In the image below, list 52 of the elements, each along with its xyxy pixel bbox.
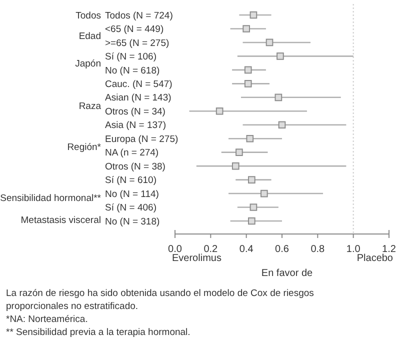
x-tick-label: 0.8 — [310, 244, 326, 255]
text: La razón de riesgo ha sido obtenida usando el modelo de Cox de riesgos proporcionales no estratificado. — [6, 288, 314, 312]
point — [250, 204, 258, 211]
x-tick-label: 0.4 — [239, 244, 254, 255]
point — [236, 148, 243, 156]
x-axis-title: En favor de — [261, 268, 314, 279]
y-tick-label: Cauc. (N = 547) — [105, 78, 172, 90]
x-tick-label: 0.0 — [168, 244, 182, 255]
y-tick-label: No (N = 618) — [105, 65, 160, 76]
text: Edad — [78, 30, 101, 42]
y-tick-label: Otros (N = 34) — [105, 106, 166, 118]
y-tick-label: Europa (N = 275) — [105, 134, 178, 145]
y-tick-label: Sí (N = 610) — [105, 175, 156, 186]
point — [242, 25, 250, 32]
point — [244, 66, 252, 74]
y-tick-label: No (N = 318) — [105, 216, 160, 228]
point — [232, 162, 240, 170]
point — [260, 190, 268, 198]
point — [278, 121, 286, 129]
point — [274, 94, 282, 102]
point — [248, 176, 256, 184]
y-tick-label: Asia (N = 137) — [105, 120, 166, 132]
text: Placebo — [356, 253, 394, 264]
y-tick-label: <65 (N = 449) — [105, 24, 164, 36]
text: Todos — [76, 10, 102, 22]
x-tick-label: 0.2 — [204, 244, 218, 255]
point — [216, 107, 224, 115]
point — [244, 80, 252, 88]
y-tick-label: NA (n = 274) — [105, 148, 159, 159]
point — [248, 217, 256, 225]
point — [266, 38, 274, 46]
text: Raza — [78, 100, 102, 112]
x-tick-label: 1.2 — [382, 244, 396, 255]
y-tick-label: Asian (N = 143) — [105, 92, 172, 104]
y-tick-label: Otros (N = 38) — [105, 161, 166, 172]
text: Metastasis visceral — [20, 214, 101, 226]
text: Everolimus — [172, 253, 222, 264]
y-tick-label: Sí (N = 106) — [105, 52, 156, 63]
point — [276, 52, 284, 60]
text: *NA: Norteamérica. — [6, 314, 88, 325]
y-tick-label: >=65 (N = 275) — [105, 38, 170, 49]
point — [250, 11, 258, 19]
text: Sensibilidad hormonal** — [0, 192, 102, 204]
x-tick-label: 0.6 — [275, 244, 290, 255]
text: Región* — [67, 142, 102, 154]
point — [246, 134, 254, 142]
y-tick-label: No (N = 114) — [105, 188, 159, 200]
y-tick-label: Todos (N = 724) — [105, 10, 173, 22]
x-tick-label: 1.0 — [346, 244, 361, 255]
y-tick-label: Sí (N = 406) — [105, 202, 156, 214]
text: ** Sensibilidad previa a la terapia hormonal. — [6, 327, 190, 338]
text: Japón — [75, 58, 101, 70]
